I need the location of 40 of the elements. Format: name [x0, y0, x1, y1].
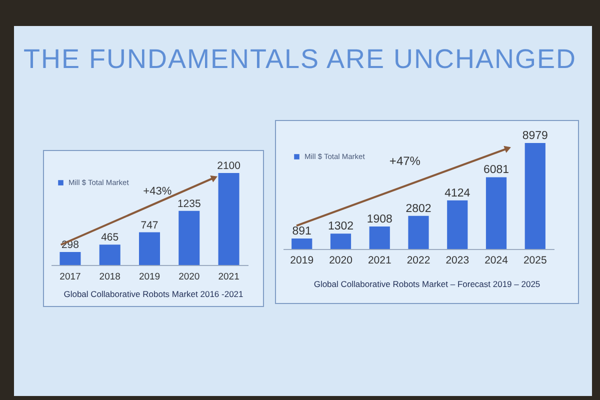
data-label: 6081: [483, 164, 510, 176]
x-tick-label: 2023: [446, 254, 470, 266]
text: Global Collaborative Robots Market 2016 -2021: [62, 289, 244, 299]
bar: [218, 173, 240, 265]
bar: [369, 226, 390, 249]
data-label: 2100: [217, 160, 241, 172]
x-tick-label: 2022: [406, 254, 430, 266]
data-label: 1235: [177, 198, 201, 210]
x-tick-label: 2020: [329, 254, 353, 266]
bar: [524, 143, 546, 249]
data-label: 891: [292, 225, 312, 238]
x-tick-label: 2020: [178, 272, 200, 282]
bar: [408, 216, 429, 249]
chart-title: THE FUNDAMENTALS ARE UNCHANGED: [22, 44, 578, 75]
data-label: 2802: [406, 202, 432, 215]
bar: [99, 244, 120, 265]
annotation: +43%: [143, 185, 172, 198]
data-label: 1302: [328, 220, 354, 233]
x-tick-label: 2019: [290, 254, 314, 266]
text: Global Collaborative Robots Market – Forecast 2019 – 2025: [312, 279, 542, 289]
bar: [447, 200, 468, 249]
bar: [330, 234, 352, 249]
data-label: 747: [140, 219, 158, 232]
bar: [178, 210, 200, 265]
x-tick-label: 2024: [484, 254, 508, 266]
bar: [138, 232, 160, 265]
x-tick-label: 2017: [60, 272, 81, 282]
x-tick-label: 2018: [99, 272, 120, 282]
bar: [60, 252, 81, 265]
data-label: 8979: [522, 130, 548, 142]
bar: [292, 238, 312, 249]
data-label: 465: [101, 232, 119, 244]
x-tick-label: 2019: [138, 272, 160, 282]
data-label: 1908: [366, 213, 392, 226]
x-tick-label: 2025: [523, 254, 547, 266]
x-tick-label: 2021: [218, 272, 240, 282]
bar: [486, 177, 507, 249]
data-label: 4124: [444, 187, 471, 200]
x-tick-label: 2021: [368, 254, 392, 266]
annotation: +47%: [389, 154, 421, 168]
